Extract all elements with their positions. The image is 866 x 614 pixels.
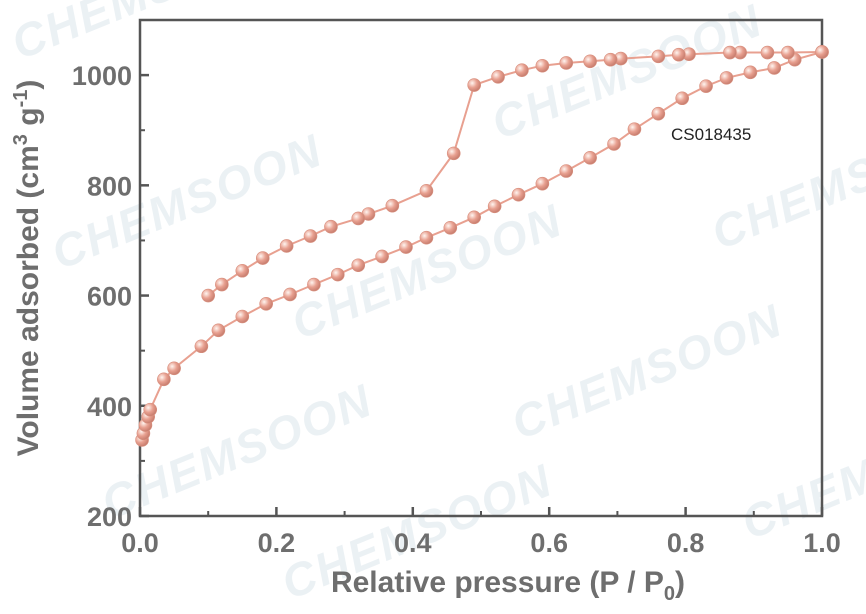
adsorption-point	[259, 297, 273, 311]
desorption-point	[583, 54, 597, 69]
series-layer	[135, 45, 829, 447]
x-tick-label: 0.4	[394, 528, 432, 558]
annotation-label: CS018435	[671, 125, 751, 144]
desorption-point	[255, 251, 270, 265]
watermark-text: CHEMSOON	[44, 124, 329, 280]
y-tick-label: 400	[87, 392, 132, 422]
y-axis-ticks: 200 400 600 800 1000	[72, 61, 149, 532]
y-axis-title-sup1: 3	[10, 134, 32, 145]
y-axis-title-main: Volume adsorbed (cm	[12, 145, 45, 456]
adsorption-point	[767, 61, 782, 75]
y-tick-label: 600	[87, 282, 132, 312]
y-axis-title: Volume adsorbed (cm3 g-1)	[10, 80, 45, 457]
adsorption-point	[651, 106, 666, 121]
desorption-point	[760, 45, 775, 60]
adsorption-point	[607, 137, 621, 151]
x-axis-title-end: )	[675, 566, 685, 599]
desorption-point	[781, 45, 795, 60]
desorption-point	[385, 198, 400, 213]
adsorption-point	[535, 176, 550, 191]
x-tick-label: 0.2	[258, 528, 296, 558]
adsorption-point	[283, 287, 297, 302]
x-tick-label: 0.6	[530, 528, 568, 558]
y-axis-title-sup2: -1	[10, 90, 32, 108]
watermark-text: CHEMSOON	[284, 194, 569, 350]
desorption-point	[535, 58, 550, 73]
desorption-point	[491, 69, 505, 84]
adsorption-point	[443, 220, 458, 235]
x-axis-ticks: 0.0 0.2 0.4 0.6 0.8 1.0	[121, 507, 841, 558]
adsorption-point	[143, 402, 158, 417]
desorption-point	[603, 52, 618, 67]
adsorption-point	[194, 339, 209, 354]
adsorption-point	[167, 361, 181, 376]
desorption-point	[303, 229, 318, 243]
adsorption-point	[419, 230, 434, 245]
desorption-point	[324, 219, 338, 234]
y-axis-title-mid: g	[12, 107, 45, 134]
desorption-point	[467, 78, 481, 92]
desorption-point	[201, 288, 215, 303]
adsorption-point	[559, 164, 574, 178]
adsorption-point	[743, 65, 758, 80]
x-tick-label: 0.0	[121, 528, 159, 558]
desorption-point	[815, 45, 829, 59]
adsorption-point	[157, 372, 171, 387]
y-tick-label: 200	[87, 502, 132, 532]
watermark-layer: CHEMSOONCHEMSOONCHEMSOONCHEMSOONCHEMSOON…	[4, 0, 866, 609]
adsorption-point	[719, 71, 734, 85]
adsorption-point	[699, 79, 713, 93]
adsorption-point	[399, 240, 413, 254]
adsorption-point	[467, 210, 481, 225]
desorption-point	[279, 239, 294, 253]
desorption-point	[446, 146, 461, 161]
adsorption-point	[307, 277, 321, 292]
x-axis-title-main: Relative pressure (P / P	[331, 566, 664, 599]
watermark-text: CHEMSOON	[734, 394, 866, 550]
desorption-point	[419, 184, 434, 198]
desorption-point	[351, 211, 366, 226]
desorption-point	[215, 277, 229, 292]
watermark-text: CHEMSOON	[504, 294, 789, 450]
desorption-point	[671, 47, 686, 62]
adsorption-point	[675, 91, 689, 106]
adsorption-point	[351, 258, 366, 273]
adsorption-point	[235, 309, 250, 324]
adsorption-point	[511, 187, 526, 202]
x-tick-label: 0.8	[667, 528, 705, 558]
desorption-point	[559, 56, 574, 70]
x-axis-title: Relative pressure (P / P0)	[331, 566, 685, 605]
adsorption-point	[487, 199, 502, 214]
desorption-point	[515, 63, 529, 77]
y-axis-title-end: )	[12, 80, 45, 90]
watermark-text: CHEMSOON	[4, 0, 289, 69]
desorption-point	[651, 49, 666, 64]
watermark-text: CHEMSOON	[94, 374, 379, 530]
desorption-point	[235, 263, 250, 278]
desorption-point	[723, 45, 737, 60]
adsorption-point	[211, 323, 226, 338]
adsorption-point	[583, 150, 597, 165]
y-tick-label: 800	[87, 171, 132, 201]
adsorption-point	[627, 122, 642, 136]
x-tick-label: 1.0	[803, 528, 841, 558]
adsorption-point	[330, 267, 345, 282]
adsorption-point	[375, 249, 389, 264]
x-axis-title-subscript: 0	[664, 583, 675, 605]
y-tick-label: 1000	[72, 61, 132, 91]
desorption-line	[207, 51, 823, 297]
